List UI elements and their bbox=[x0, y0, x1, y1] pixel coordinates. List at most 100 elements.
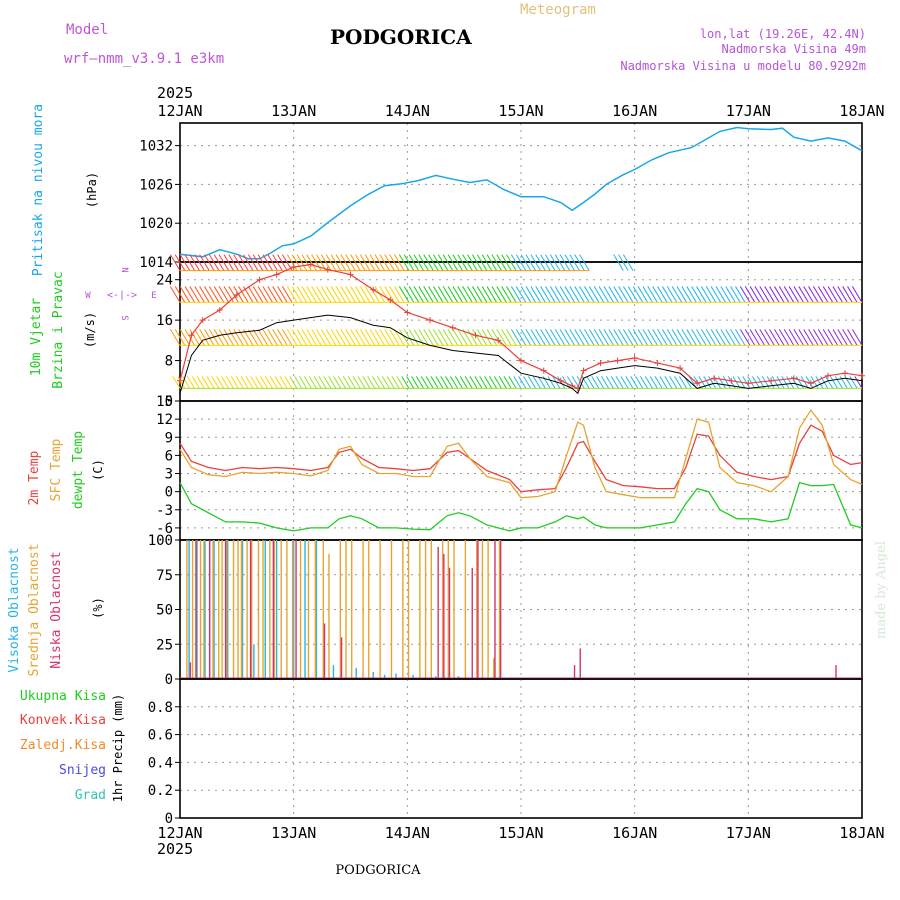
wind-barb bbox=[374, 254, 386, 271]
temp-side-label-2: SFC Temp bbox=[49, 439, 64, 502]
wind-barb bbox=[601, 376, 610, 389]
wind-barb bbox=[501, 254, 512, 271]
wind-gust-marker bbox=[370, 286, 377, 293]
wind-barb bbox=[827, 329, 839, 346]
wind-barb bbox=[394, 254, 405, 271]
wind-barb bbox=[715, 329, 727, 346]
watermark: made by Angel bbox=[874, 541, 889, 639]
wind-barb bbox=[739, 286, 751, 303]
wind-barb bbox=[764, 329, 775, 346]
wind-gust-marker bbox=[427, 317, 434, 324]
temp-dewpt-line bbox=[179, 481, 863, 532]
wind-barb bbox=[177, 376, 186, 389]
wind-barb bbox=[610, 376, 619, 389]
wind-barb bbox=[584, 329, 595, 346]
wind-barb bbox=[257, 286, 269, 303]
wind-barb bbox=[442, 286, 454, 303]
wind-barb bbox=[769, 329, 780, 346]
wind-barb bbox=[437, 329, 449, 346]
wind-barb bbox=[725, 329, 736, 346]
wind-barb bbox=[476, 254, 488, 271]
wind-barb bbox=[233, 254, 244, 271]
wind-barb bbox=[520, 254, 532, 271]
wind-barb bbox=[579, 286, 590, 303]
wind-barb bbox=[191, 376, 200, 389]
wind-barb bbox=[277, 329, 288, 346]
wind-barb bbox=[659, 376, 668, 389]
wind-barb bbox=[450, 376, 459, 389]
precip-legend-conv: Konvek.Kisa bbox=[20, 713, 106, 728]
wind-barb bbox=[323, 376, 332, 389]
wind-barb bbox=[613, 286, 624, 303]
wind-barb bbox=[330, 329, 342, 346]
wind-barb bbox=[277, 254, 288, 271]
wind-gust-marker bbox=[631, 355, 638, 362]
wind-barb bbox=[228, 286, 239, 303]
wind-barb bbox=[182, 376, 191, 389]
wind-barb bbox=[442, 254, 454, 271]
wind-barb bbox=[700, 286, 712, 303]
wind-barb bbox=[798, 286, 809, 303]
wind-barb bbox=[462, 254, 473, 271]
wind-barb bbox=[496, 286, 507, 303]
wind-barb bbox=[783, 329, 795, 346]
wind-barb bbox=[744, 329, 756, 346]
wind-gust-marker bbox=[597, 360, 604, 367]
wind-gust-marker bbox=[199, 317, 206, 324]
wind-barb bbox=[291, 329, 303, 346]
y-tick-label: 0.8 bbox=[148, 700, 173, 716]
wind-barb bbox=[491, 254, 502, 271]
wind-barb bbox=[255, 376, 264, 389]
wind-barb bbox=[764, 286, 775, 303]
y-tick-label: 3 bbox=[165, 467, 173, 483]
wind-barb bbox=[834, 376, 843, 389]
wind-barb bbox=[640, 376, 649, 389]
wind-gust-marker bbox=[347, 271, 354, 278]
wind-barb bbox=[252, 254, 264, 271]
wind-barb bbox=[335, 329, 347, 346]
wind-barb bbox=[669, 376, 678, 389]
wind-barb bbox=[311, 254, 322, 271]
time-tick-top: 16JAN bbox=[612, 102, 657, 120]
wind-barb bbox=[279, 376, 288, 389]
wind-barb bbox=[415, 376, 425, 389]
wind-barb bbox=[218, 329, 230, 346]
time-tick-bottom: 16JAN bbox=[612, 824, 657, 842]
y-tick-label: 0.4 bbox=[148, 755, 173, 771]
wind-barb bbox=[530, 254, 541, 271]
wind-gust-marker bbox=[387, 296, 394, 303]
wind-barb bbox=[337, 376, 347, 389]
time-tick-bottom: 15JAN bbox=[498, 824, 543, 842]
y-tick-label: 0 bbox=[165, 485, 173, 501]
wind-barb bbox=[364, 286, 376, 303]
wind-barb bbox=[440, 376, 449, 389]
wind-barb bbox=[169, 329, 181, 346]
wind-barb bbox=[681, 286, 692, 303]
wind-gust-marker bbox=[273, 271, 280, 278]
wind-barb bbox=[525, 329, 537, 346]
wind-barb bbox=[437, 286, 449, 303]
wind-barb bbox=[184, 286, 196, 303]
wind-barb bbox=[306, 286, 317, 303]
wind-barb bbox=[454, 376, 463, 389]
wind-barb bbox=[559, 254, 571, 271]
wind-barb bbox=[491, 286, 502, 303]
wind-gust-marker bbox=[495, 337, 502, 344]
wind-barb bbox=[225, 376, 235, 389]
wind-barb bbox=[486, 329, 498, 346]
wind-barb bbox=[467, 329, 478, 346]
wind-barb bbox=[413, 254, 425, 271]
wind-barb bbox=[498, 376, 507, 389]
wind-barb bbox=[596, 376, 605, 389]
wind-gust-marker bbox=[540, 367, 547, 374]
wind-barb bbox=[457, 329, 468, 346]
panel-wind: 0 8 16 24 bbox=[156, 254, 865, 410]
wind-barb bbox=[218, 286, 230, 303]
wind-barb bbox=[308, 376, 317, 389]
panel-frame bbox=[179, 122, 863, 263]
wind-barb bbox=[345, 254, 356, 271]
wind-barb bbox=[479, 376, 488, 389]
wind-barb bbox=[184, 329, 196, 346]
wind-barb bbox=[374, 286, 386, 303]
